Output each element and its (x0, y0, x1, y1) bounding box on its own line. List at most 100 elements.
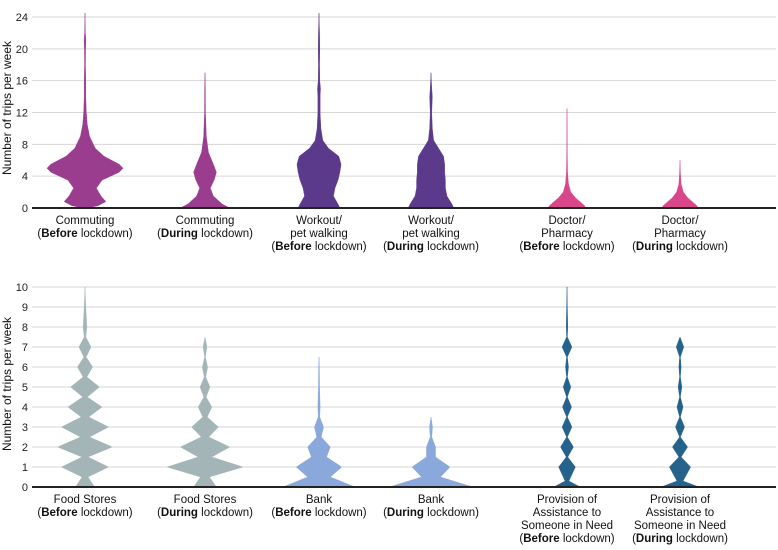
category-label-line: Someone in Need (634, 520, 726, 532)
violin-1-4 (408, 72, 454, 209)
category-label-part: lockdown) (560, 241, 615, 253)
category-label-line: Bank (306, 494, 332, 506)
category-label-part: lockdown) (424, 507, 479, 519)
category-label-line: (Before lockdown) (37, 507, 132, 519)
y-tick-label: 5 (22, 382, 28, 394)
category-label-line: (Before lockdown) (37, 228, 132, 240)
category-label-part: During (636, 241, 673, 253)
category-label-line: Workout/ (408, 215, 455, 227)
violin-2-6 (660, 336, 700, 488)
y-tick-label: 24 (16, 12, 28, 24)
category-label-line: Someone in Need (521, 520, 613, 532)
category-label-part: lockdown) (78, 507, 133, 519)
violin-2-2 (166, 336, 244, 488)
violin-2-4 (389, 416, 473, 488)
y-tick-label: 9 (22, 302, 28, 314)
category-label-line: (During lockdown) (383, 241, 479, 253)
category-label-part: lockdown) (424, 241, 479, 253)
y-tick-label: 16 (16, 76, 28, 88)
category-label-line: (Before lockdown) (519, 241, 614, 253)
y-tick-label: 3 (22, 422, 28, 434)
category-label-part: ( (632, 533, 636, 545)
category-label-part: ( (383, 507, 387, 519)
category-label-part: Food Stores (174, 494, 237, 506)
category-label-line: (Before lockdown) (271, 241, 366, 253)
violin-2-1 (57, 286, 113, 488)
y-tick-label: 6 (22, 362, 28, 374)
violin-1-5 (547, 108, 587, 209)
y-tick-label: 8 (22, 322, 28, 334)
category-label-line: (During lockdown) (157, 507, 253, 519)
category-label-line: pet walking (290, 228, 348, 240)
category-label-line: (During lockdown) (157, 228, 253, 240)
y-tick-label: 2 (22, 442, 28, 454)
violin-1-1 (46, 12, 124, 209)
category-label-part: During (636, 533, 673, 545)
category-label-part: During (387, 241, 424, 253)
category-label-part: Before (523, 533, 559, 545)
category-label-part: Before (41, 228, 77, 240)
category-label-part: Assistance to (533, 507, 601, 519)
category-label-line: Doctor/ (661, 215, 699, 227)
category-label-line: (During lockdown) (383, 507, 479, 519)
category-label-line: Assistance to (533, 507, 601, 519)
category-label-part: pet walking (290, 228, 348, 240)
category-label-line: Food Stores (54, 494, 117, 506)
category-label-part: Workout/ (408, 215, 455, 227)
category-label-part: Food Stores (54, 494, 117, 506)
category-label-part: ( (632, 241, 636, 253)
category-label-line: Food Stores (174, 494, 237, 506)
y-tick-label: 0 (22, 482, 28, 494)
category-label-part: Provision of (537, 494, 598, 506)
category-label-line: pet walking (402, 228, 460, 240)
category-label-part: lockdown) (198, 228, 253, 240)
category-label-part: lockdown) (673, 533, 728, 545)
category-label-part: Commuting (176, 215, 235, 227)
category-label-part: ( (519, 241, 523, 253)
violin-2-3 (282, 356, 356, 488)
category-label-part: During (387, 507, 424, 519)
category-label-line: (Before lockdown) (271, 507, 366, 519)
category-label-part: ( (271, 241, 275, 253)
y-tick-label: 20 (16, 44, 28, 56)
category-label-part: Someone in Need (521, 520, 613, 532)
violin-2-5 (553, 286, 581, 488)
category-label-part: ( (37, 228, 41, 240)
panel-1: 0 4 8 12 16 20 24 Number of trips per week Commu… (0, 12, 776, 253)
category-label-line: Assistance to (646, 507, 714, 519)
category-label-line: Bank (418, 494, 444, 506)
category-label-part: Bank (306, 494, 332, 506)
category-label-part: Provision of (650, 494, 711, 506)
category-label-part: Before (41, 507, 77, 519)
category-label-part: During (161, 507, 198, 519)
category-label-part: ( (519, 533, 523, 545)
panel-2: 0 1 2 3 4 5 6 7 8 9 10 Number of trips per week Food… (0, 282, 776, 545)
category-label-part: Assistance to (646, 507, 714, 519)
category-label-line: (Before lockdown) (519, 533, 614, 545)
y-axis-label: Number of trips per week (0, 316, 14, 451)
category-label-part: During (161, 228, 198, 240)
category-label-part: Before (275, 507, 311, 519)
category-label-part: ( (157, 507, 161, 519)
y-tick-label: 4 (22, 402, 28, 414)
y-tick-label: 8 (22, 139, 28, 151)
category-label-line: (During lockdown) (632, 241, 728, 253)
category-label-part: lockdown) (560, 533, 615, 545)
category-label-line: Commuting (176, 215, 235, 227)
category-label-part: Before (523, 241, 559, 253)
category-label-part: ( (271, 507, 275, 519)
category-label-part: ( (157, 228, 161, 240)
category-label-part: Bank (418, 494, 444, 506)
y-tick-label: 10 (16, 282, 28, 294)
category-label-part: pet walking (402, 228, 460, 240)
category-label-line: Workout/ (296, 215, 343, 227)
category-label-part: lockdown) (312, 507, 367, 519)
category-label-part: Someone in Need (634, 520, 726, 532)
category-label-line: Pharmacy (654, 228, 706, 240)
y-tick-label: 4 (22, 171, 28, 183)
y-axis-label: Number of trips per week (0, 40, 14, 175)
y-tick-label: 1 (22, 462, 28, 474)
category-label-part: Pharmacy (654, 228, 706, 240)
violin-1-6 (661, 160, 699, 209)
